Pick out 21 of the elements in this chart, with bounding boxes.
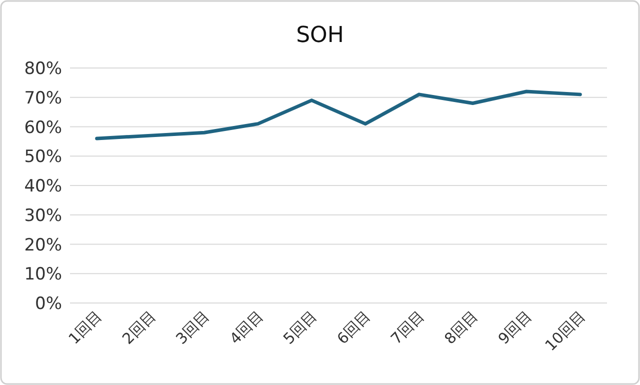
x-tick-label: 4回目 [226, 307, 267, 348]
chart-title: SOH [296, 23, 344, 48]
x-tick-label: 3回目 [172, 307, 214, 348]
y-tick-label: 50% [24, 147, 62, 168]
y-tick-label: 70% [24, 88, 62, 108]
y-tick-label: 40% [24, 176, 62, 196]
line-series [95, 90, 582, 140]
y-tick-label: 10% [24, 264, 62, 285]
y-tick-label: 0% [35, 294, 62, 314]
x-tick-label: 1回目 [64, 307, 106, 348]
x-tick-label: 2回目 [118, 307, 160, 348]
y-tick-label: 60% [24, 118, 62, 138]
y-tick-label: 80% [24, 59, 62, 79]
x-tick-label: 6回目 [333, 307, 374, 348]
y-tick-label: 20% [24, 235, 62, 256]
x-tick-label: 10回目 [542, 307, 589, 355]
x-tick-label: 9回目 [494, 307, 536, 348]
x-tick-label: 8回目 [440, 307, 482, 348]
y-tick-label: 30% [24, 206, 62, 226]
x-tick-label: 5回目 [280, 307, 320, 348]
x-tick-label: 7回目 [387, 307, 428, 348]
